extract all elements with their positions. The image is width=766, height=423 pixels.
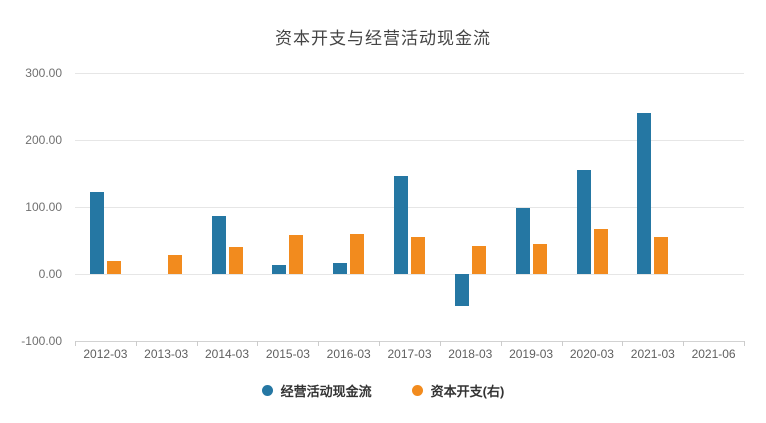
bar-s0-2020-03[interactable] xyxy=(576,169,591,274)
grid-line-100 xyxy=(75,207,744,208)
y-tick-label: 200.00 xyxy=(25,133,62,147)
x-axis-tick xyxy=(379,341,380,346)
y-tick-label: -100.00 xyxy=(21,334,62,348)
x-tick-label: 2013-03 xyxy=(144,347,189,361)
x-tick-label: 2019-03 xyxy=(509,347,554,361)
bar-s0-2017-03[interactable] xyxy=(394,176,408,274)
x-tick-label: 2012-03 xyxy=(83,347,128,361)
bar-s0-2019-03[interactable] xyxy=(515,207,530,274)
x-axis-tick xyxy=(197,341,198,346)
x-tick-label: 2021-06 xyxy=(691,347,736,361)
chart-title: 资本开支与经营活动现金流 xyxy=(275,29,491,48)
grid-line-0 xyxy=(75,274,744,275)
y-tick-label: 0.00 xyxy=(38,267,62,281)
bar-s0-2015-03[interactable] xyxy=(272,265,287,274)
y-tick-label: 300.00 xyxy=(25,66,62,80)
x-tick-label: 2015-03 xyxy=(265,347,310,361)
x-tick-label: 2020-03 xyxy=(569,347,614,361)
bar-s1-2012-03[interactable] xyxy=(106,260,121,274)
legend-item-1[interactable]: 资本开支(右) xyxy=(411,381,505,400)
bar-s1-2017-03[interactable] xyxy=(411,237,425,275)
bar-s1-2021-03[interactable] xyxy=(654,236,669,274)
bar-s0-2012-03[interactable] xyxy=(89,192,104,274)
bar-s0-2018-03[interactable] xyxy=(454,274,469,306)
bar-s0-2014-03[interactable] xyxy=(211,216,226,274)
bar-s1-2020-03[interactable] xyxy=(593,229,608,274)
x-axis-tick xyxy=(683,341,684,346)
bar-s1-2014-03[interactable] xyxy=(228,247,243,274)
legend-item-0[interactable]: 经营活动现金流 xyxy=(261,381,372,400)
legend-label: 经营活动现金流 xyxy=(280,384,372,399)
x-axis-tick xyxy=(75,341,76,346)
bar-s1-2013-03[interactable] xyxy=(167,255,182,274)
x-axis-tick xyxy=(744,341,745,346)
x-axis-tick xyxy=(501,341,502,346)
bar-s0-2016-03[interactable] xyxy=(333,262,348,274)
legend-dot-icon xyxy=(411,385,423,396)
bar-s1-2015-03[interactable] xyxy=(289,235,304,274)
x-tick-label: 2016-03 xyxy=(326,347,371,361)
x-tick-label: 2021-03 xyxy=(630,347,675,361)
grid-line-200 xyxy=(75,140,744,141)
x-axis-tick xyxy=(257,341,258,346)
y-tick-label: 100.00 xyxy=(25,200,62,214)
x-axis-tick xyxy=(562,341,563,346)
bar-s0-2021-03[interactable] xyxy=(637,113,652,274)
x-axis-tick xyxy=(622,341,623,346)
x-axis-tick xyxy=(136,341,137,346)
bar-s1-2016-03[interactable] xyxy=(350,233,365,274)
legend: 经营活动现金流 资本开支(右) xyxy=(0,381,766,400)
x-axis-tick xyxy=(440,341,441,346)
bar-s1-2018-03[interactable] xyxy=(471,245,486,274)
x-tick-label: 2017-03 xyxy=(387,347,432,361)
legend-dot-icon xyxy=(261,385,273,396)
bar-s1-2019-03[interactable] xyxy=(532,243,547,274)
legend-label: 资本开支(右) xyxy=(430,384,505,399)
x-tick-label: 2014-03 xyxy=(204,347,250,361)
x-tick-label: 2018-03 xyxy=(448,347,493,361)
x-axis-tick xyxy=(318,341,319,346)
grid-line--100 xyxy=(75,341,744,342)
grid-line-300 xyxy=(75,73,744,74)
